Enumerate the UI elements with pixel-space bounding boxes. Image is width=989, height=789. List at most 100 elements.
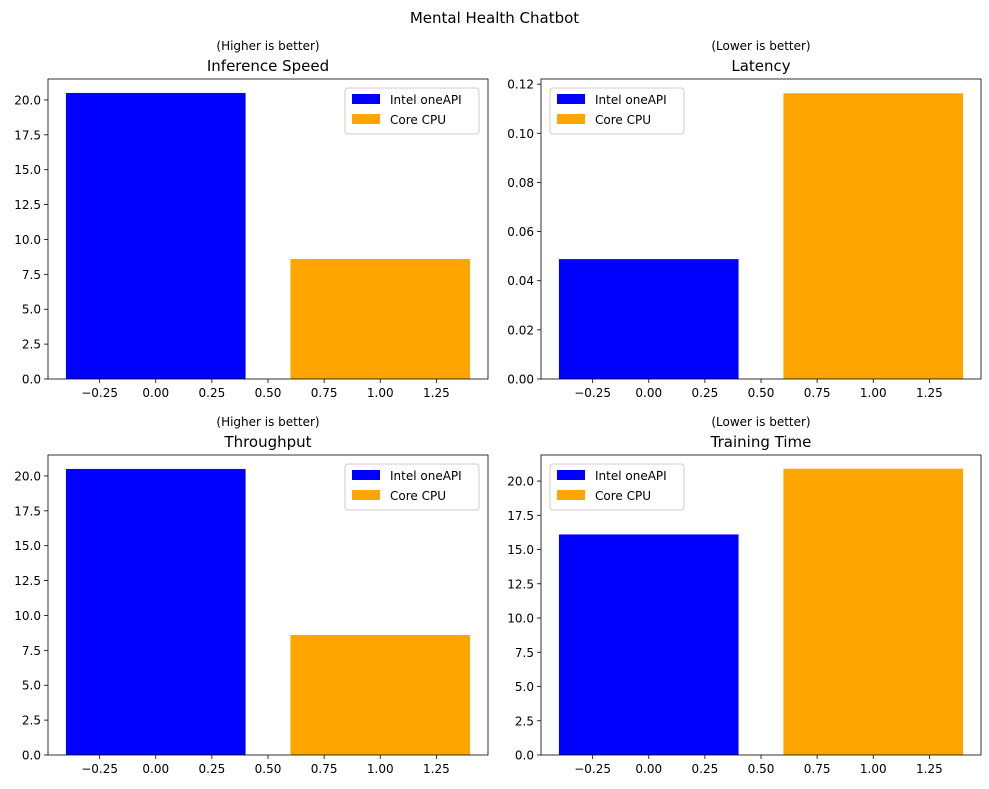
legend-swatch bbox=[557, 470, 585, 480]
legend-label: Core CPU bbox=[595, 489, 651, 503]
y-tick-label: 0.08 bbox=[507, 176, 534, 190]
chart-title: Training Time bbox=[710, 433, 812, 451]
x-tick-label: 0.25 bbox=[692, 762, 719, 776]
y-tick-label: 0.00 bbox=[507, 373, 534, 387]
x-tick-label: 0.25 bbox=[199, 386, 226, 400]
legend-label: Core CPU bbox=[390, 489, 446, 503]
legend-label: Intel oneAPI bbox=[390, 93, 462, 107]
x-tick-label: 0.75 bbox=[804, 386, 831, 400]
legend-swatch bbox=[352, 470, 380, 480]
bar-intel-oneapi bbox=[65, 92, 246, 379]
y-tick-label: 0.0 bbox=[22, 373, 41, 387]
x-tick-label: 0.25 bbox=[199, 762, 226, 776]
bar-core-cpu bbox=[783, 93, 964, 380]
x-tick-label: 1.00 bbox=[367, 762, 394, 776]
chart-panel-4: (Lower is better) Training Time −0.25 0.00 0… bbox=[507, 415, 982, 776]
y-tick-label: 2.5 bbox=[22, 338, 41, 352]
x-tick-label: 0.25 bbox=[692, 386, 719, 400]
y-tick-label: 5.0 bbox=[515, 680, 534, 694]
chart-subtitle: (Higher is better) bbox=[216, 39, 319, 53]
bar-core-cpu bbox=[290, 259, 471, 379]
x-tick-label: 1.00 bbox=[860, 762, 887, 776]
chart-title: Latency bbox=[731, 57, 790, 75]
legend-label: Core CPU bbox=[390, 113, 446, 127]
y-tick-label: 7.5 bbox=[22, 644, 41, 658]
x-tick-label: 1.25 bbox=[916, 386, 943, 400]
chart-title: Throughput bbox=[223, 433, 311, 451]
x-tick-label: 0.50 bbox=[748, 386, 775, 400]
y-tick-label: 0.04 bbox=[507, 274, 534, 288]
x-tick-label: 0.75 bbox=[804, 762, 831, 776]
y-tick-label: 17.5 bbox=[14, 128, 41, 142]
y-tick-label: 0.0 bbox=[515, 749, 534, 763]
x-tick-label: 1.00 bbox=[367, 386, 394, 400]
legend-label: Intel oneAPI bbox=[595, 469, 667, 483]
x-tick-label: −0.25 bbox=[574, 762, 611, 776]
x-tick-label: 0.00 bbox=[142, 762, 169, 776]
y-tick-label: 20.0 bbox=[14, 469, 41, 483]
legend-label: Core CPU bbox=[595, 113, 651, 127]
y-tick-label: 10.0 bbox=[507, 612, 534, 626]
x-tick-label: 1.25 bbox=[423, 386, 450, 400]
x-tick-label: 1.00 bbox=[860, 386, 887, 400]
legend-label: Intel oneAPI bbox=[595, 93, 667, 107]
x-tick-label: 0.00 bbox=[635, 762, 662, 776]
bar-intel-oneapi bbox=[558, 259, 739, 379]
y-tick-label: 10.0 bbox=[14, 233, 41, 247]
y-tick-label: 15.0 bbox=[14, 539, 41, 553]
x-tick-label: 0.00 bbox=[635, 386, 662, 400]
y-tick-label: 10.0 bbox=[14, 609, 41, 623]
x-tick-label: 0.00 bbox=[142, 386, 169, 400]
y-tick-label: 12.5 bbox=[14, 198, 41, 212]
y-tick-label: 5.0 bbox=[22, 303, 41, 317]
y-tick-label: 0.06 bbox=[507, 225, 534, 239]
x-tick-label: 0.75 bbox=[311, 386, 338, 400]
y-tick-label: 17.5 bbox=[507, 509, 534, 523]
legend-swatch bbox=[557, 490, 585, 500]
y-tick-label: 12.5 bbox=[507, 577, 534, 591]
y-tick-label: 17.5 bbox=[14, 504, 41, 518]
y-tick-label: 7.5 bbox=[515, 646, 534, 660]
legend-swatch bbox=[352, 94, 380, 104]
y-tick-label: 0.10 bbox=[507, 127, 534, 141]
chart-subtitle: (Lower is better) bbox=[711, 39, 810, 53]
x-tick-label: 0.50 bbox=[748, 762, 775, 776]
x-tick-label: −0.25 bbox=[574, 386, 611, 400]
x-tick-label: 1.25 bbox=[916, 762, 943, 776]
bar-core-cpu bbox=[290, 635, 471, 755]
y-tick-label: 12.5 bbox=[14, 574, 41, 588]
legend-swatch bbox=[352, 490, 380, 500]
legend: Intel oneAPI Core CPU bbox=[344, 87, 480, 135]
y-tick-label: 20.0 bbox=[14, 93, 41, 107]
bar-intel-oneapi bbox=[65, 468, 246, 755]
bar-core-cpu bbox=[783, 468, 964, 755]
chart-title: Inference Speed bbox=[207, 57, 329, 75]
chart-subtitle: (Higher is better) bbox=[216, 415, 319, 429]
legend: Intel oneAPI Core CPU bbox=[549, 463, 685, 511]
y-tick-label: 15.0 bbox=[14, 163, 41, 177]
legend-swatch bbox=[557, 114, 585, 124]
x-tick-label: 0.50 bbox=[255, 762, 282, 776]
chart-subtitle: (Lower is better) bbox=[711, 415, 810, 429]
x-tick-label: −0.25 bbox=[81, 762, 118, 776]
chart-panel-2: (Lower is better) Latency −0.25 0.00 0.25 0.5… bbox=[507, 39, 982, 400]
y-tick-label: 15.0 bbox=[507, 543, 534, 557]
chart-panel-3: (Higher is better) Throughput −0.25 0.00 0.2… bbox=[14, 415, 489, 776]
chart-panel-1: (Higher is better) Inference Speed −0.25 0.… bbox=[14, 39, 489, 400]
legend: Intel oneAPI Core CPU bbox=[344, 463, 480, 511]
x-tick-label: −0.25 bbox=[81, 386, 118, 400]
y-tick-label: 2.5 bbox=[22, 714, 41, 728]
legend-swatch bbox=[352, 114, 380, 124]
y-tick-label: 0.0 bbox=[22, 749, 41, 763]
x-tick-label: 0.50 bbox=[255, 386, 282, 400]
x-tick-label: 1.25 bbox=[423, 762, 450, 776]
y-tick-label: 0.12 bbox=[507, 78, 534, 92]
x-tick-label: 0.75 bbox=[311, 762, 338, 776]
legend-label: Intel oneAPI bbox=[390, 469, 462, 483]
y-tick-label: 20.0 bbox=[507, 475, 534, 489]
y-tick-label: 5.0 bbox=[22, 679, 41, 693]
legend-swatch bbox=[557, 94, 585, 104]
bar-intel-oneapi bbox=[558, 534, 739, 755]
y-tick-label: 7.5 bbox=[22, 268, 41, 282]
